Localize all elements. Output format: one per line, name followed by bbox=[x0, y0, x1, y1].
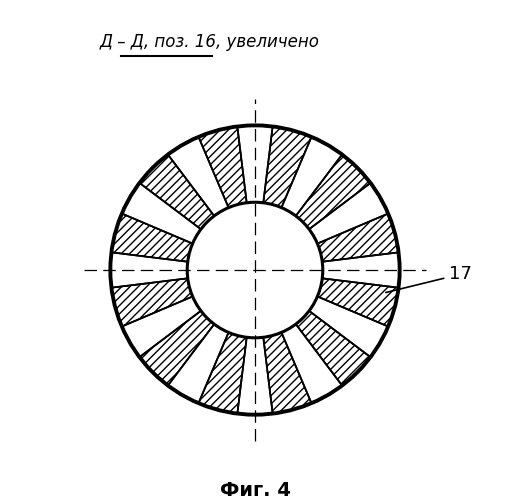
Polygon shape bbox=[281, 137, 342, 216]
Polygon shape bbox=[295, 155, 370, 229]
Polygon shape bbox=[122, 296, 201, 357]
Polygon shape bbox=[281, 324, 342, 403]
Text: 17: 17 bbox=[385, 265, 471, 292]
Polygon shape bbox=[308, 296, 387, 357]
Polygon shape bbox=[237, 125, 272, 203]
Polygon shape bbox=[111, 214, 192, 262]
Polygon shape bbox=[263, 332, 311, 414]
Text: Фиг. 4: Фиг. 4 bbox=[219, 481, 290, 499]
Text: Д – Д, поз. 16, увеличено: Д – Д, поз. 16, увеличено bbox=[99, 33, 319, 51]
Circle shape bbox=[187, 202, 322, 338]
Polygon shape bbox=[317, 278, 398, 326]
Polygon shape bbox=[317, 214, 398, 262]
Polygon shape bbox=[122, 183, 201, 244]
Polygon shape bbox=[167, 137, 228, 216]
Polygon shape bbox=[139, 311, 214, 386]
Polygon shape bbox=[111, 278, 192, 326]
Polygon shape bbox=[198, 126, 246, 208]
Polygon shape bbox=[110, 252, 187, 287]
Polygon shape bbox=[308, 183, 387, 244]
Polygon shape bbox=[263, 126, 311, 208]
Polygon shape bbox=[167, 324, 228, 403]
Polygon shape bbox=[139, 155, 214, 229]
Polygon shape bbox=[295, 311, 370, 386]
Polygon shape bbox=[198, 332, 246, 414]
Polygon shape bbox=[322, 252, 399, 287]
Polygon shape bbox=[237, 337, 272, 415]
